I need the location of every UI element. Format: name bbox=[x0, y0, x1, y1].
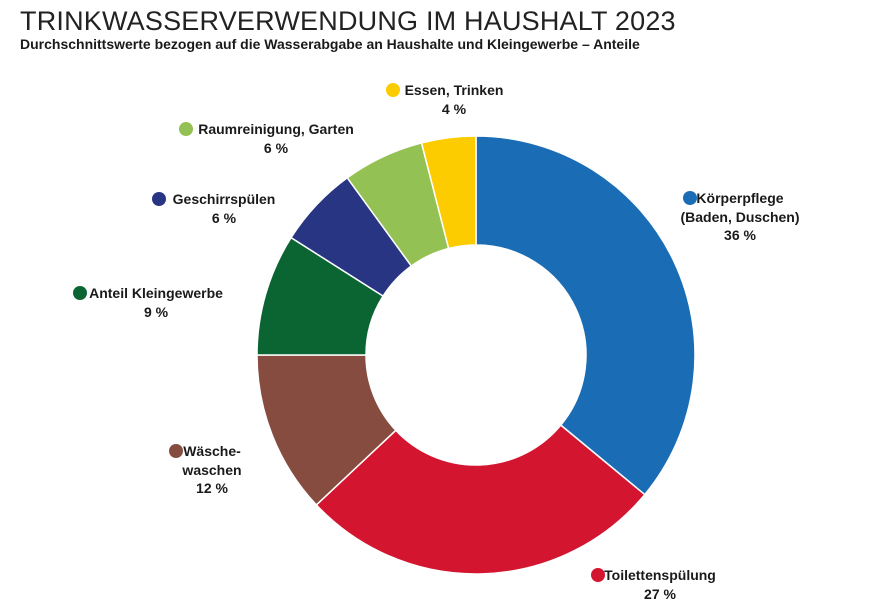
category-label: Anteil Kleingewerbe bbox=[89, 285, 223, 301]
category-label: Essen, Trinken bbox=[404, 82, 504, 98]
slice-label: Körperpflege (Baden, Duschen) 36 % bbox=[680, 189, 799, 245]
value-label: 6 % bbox=[211, 209, 237, 226]
value-label: 6 % bbox=[263, 139, 289, 156]
value-label: 27 % bbox=[644, 585, 676, 602]
category-label: Wäsche- waschen bbox=[182, 443, 242, 478]
legend-dot bbox=[169, 444, 183, 458]
legend-dot bbox=[683, 191, 697, 205]
category-label: Raumreinigung, Garten bbox=[198, 121, 354, 137]
category-label: Toilettenspülung bbox=[604, 567, 716, 583]
category-label: Geschirrspülen bbox=[172, 191, 276, 207]
slice-label: Raumreinigung, Garten 6 % bbox=[198, 120, 354, 157]
legend-dot bbox=[386, 83, 400, 97]
chart-title: TRINKWASSERVERWENDUNG IM HAUSHALT 2023 bbox=[20, 6, 676, 36]
value-label: 4 % bbox=[441, 100, 467, 117]
donut-slice bbox=[420, 135, 477, 250]
slice-label: Anteil Kleingewerbe 9 % bbox=[89, 284, 223, 321]
slice-label: Wäsche- waschen 12 % bbox=[182, 442, 241, 498]
legend-dot bbox=[179, 122, 193, 136]
legend-dot bbox=[152, 192, 166, 206]
chart-subtitle: Durchschnittswerte bezogen auf die Wasse… bbox=[20, 36, 640, 52]
legend-dot bbox=[591, 568, 605, 582]
value-label: 9 % bbox=[143, 303, 169, 320]
value-label: 12 % bbox=[196, 480, 228, 496]
category-label: Körperpflege (Baden, Duschen) bbox=[680, 190, 800, 225]
donut-slice bbox=[315, 424, 646, 575]
value-label: 36 % bbox=[724, 227, 756, 243]
slice-label: Essen, Trinken 4 % bbox=[405, 81, 504, 118]
donut-slice bbox=[475, 135, 696, 496]
legend-dot bbox=[73, 286, 87, 300]
slice-label: Geschirrspülen 6 % bbox=[173, 190, 276, 227]
slice-label: Toilettenspülung 27 % bbox=[604, 566, 716, 602]
